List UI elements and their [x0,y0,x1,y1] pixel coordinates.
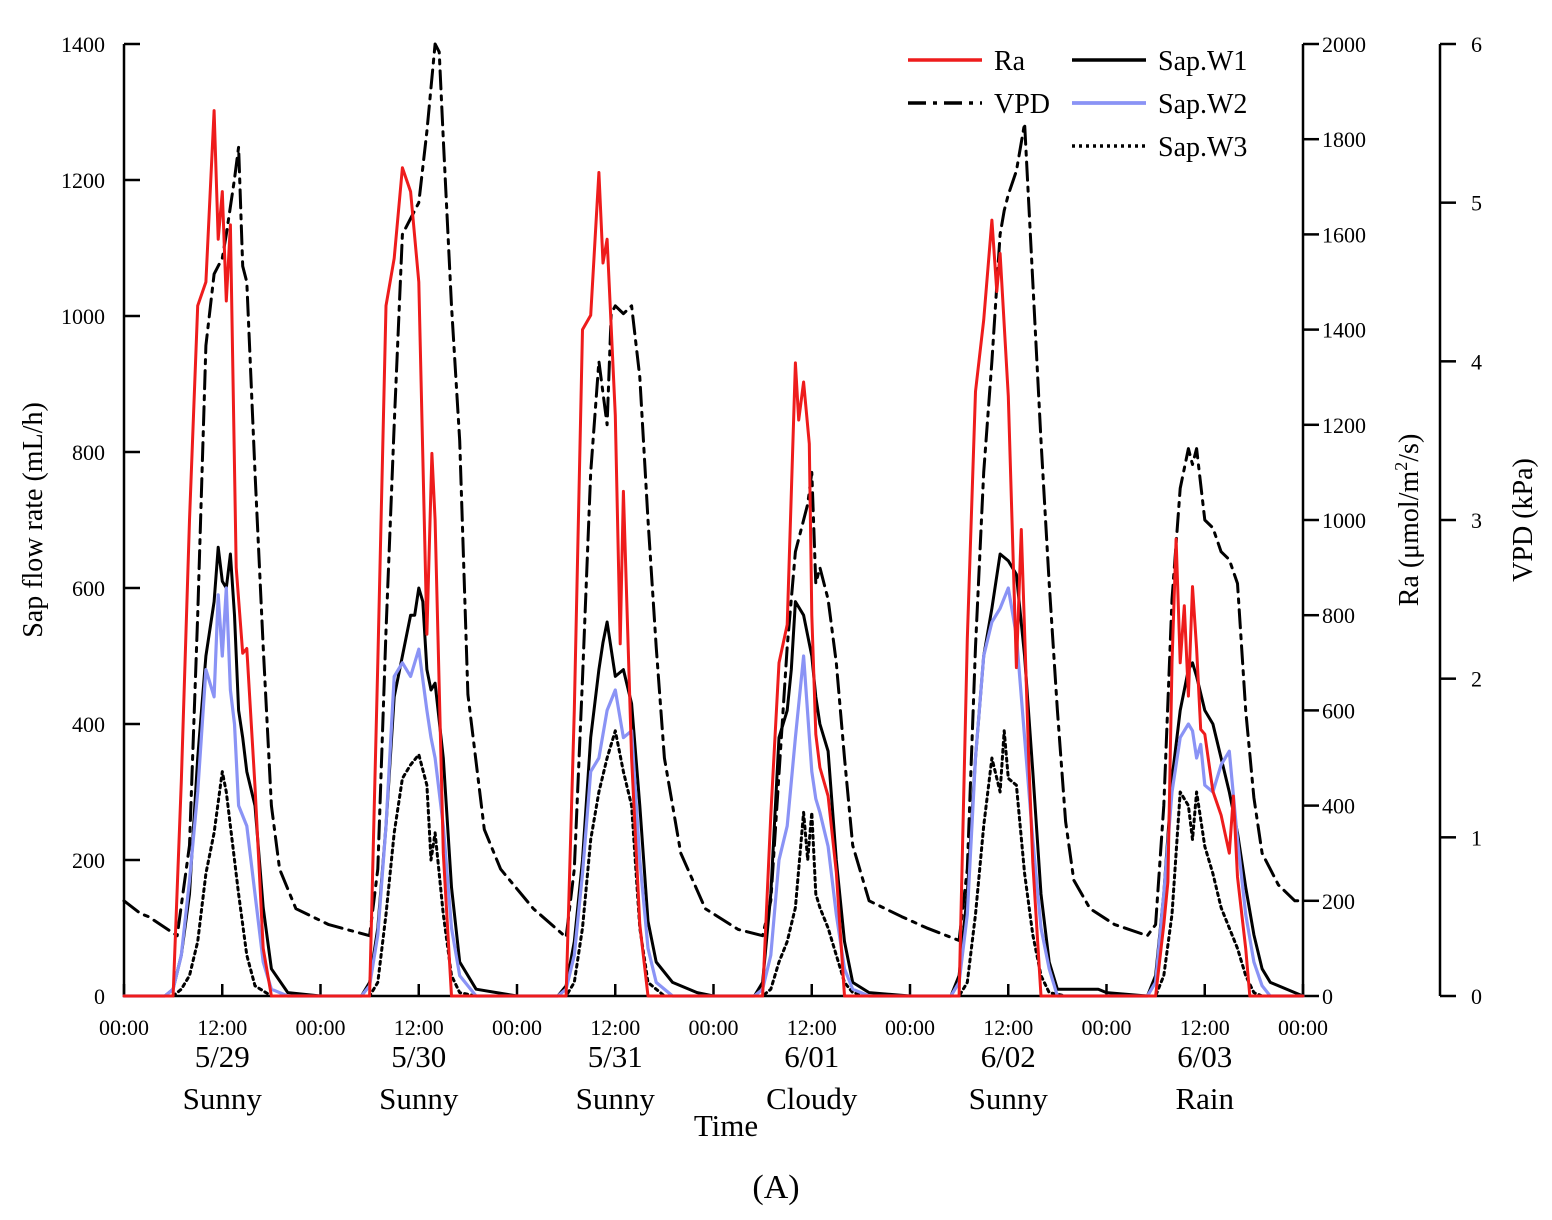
ra-axis-title-tail: /s) [1394,434,1425,462]
left-axis-tick-label: 1000 [61,304,105,329]
legend: Ra VPD Sap.W1 Sap.W2 Sap.W3 [908,46,1247,163]
series-line-sap-w3 [122,729,1305,998]
legend-label: Sap.W2 [1158,89,1247,120]
x-axis-tick-label: 00:00 [885,1015,935,1040]
legend-label: Ra [994,46,1026,77]
legend-label: Sap.W1 [1158,46,1247,77]
ra-axis-title: Ra (μmol/m2/s) [1391,434,1425,607]
x-axis-tick-label: 00:00 [295,1015,345,1040]
left-axis-tick-label: 1400 [61,32,105,57]
day-date-label: 6/01 [784,1039,839,1074]
series-line-sap-w2 [122,586,1305,998]
ra-axis-tick-label: 800 [1322,603,1355,628]
left-axis-tick-label: 800 [72,440,105,465]
x-axis-tick-label: 12:00 [394,1015,444,1040]
day-date-label: 6/03 [1177,1039,1232,1074]
ra-axis-tick-label: 1800 [1322,127,1366,152]
x-axis-tick-label: 00:00 [1278,1015,1328,1040]
vpd-axis-tick-label: 1 [1471,825,1482,850]
panel-label: (A) [752,1169,799,1206]
ra-axis-tick-label: 200 [1322,889,1355,914]
vpd-axis-tick-label: 6 [1471,32,1482,57]
ra-axis-tick-label: 1000 [1322,508,1366,533]
series-line-vpd [122,42,1305,942]
day-date-label: 5/29 [195,1039,250,1074]
day-date-label: 5/31 [588,1039,643,1074]
vpd-axis-title: VPD (kPa) [1508,458,1539,582]
left-axis-tick-label: 0 [94,984,105,1009]
day-weather-label: Sunny [183,1081,263,1116]
vpd-axis-tick-label: 5 [1471,191,1482,216]
day-weather-label: Sunny [576,1081,656,1116]
x-axis-tick-label: 12:00 [197,1015,247,1040]
ra-axis-tick-label: 600 [1322,698,1355,723]
x-axis-title: Time [694,1108,758,1143]
series-line-sap-w1 [122,545,1305,998]
x-axis-tick-label: 12:00 [983,1015,1033,1040]
day-date-label: 5/30 [391,1039,446,1074]
vpd-axis-tick-label: 4 [1471,349,1482,374]
ra-axis-tick-label: 1200 [1322,413,1366,438]
x-axis-tick-label: 12:00 [787,1015,837,1040]
vpd-axis-tick-label: 3 [1471,508,1482,533]
x-axis-tick-label: 00:00 [1081,1015,1131,1040]
left-axis-tick-label: 1200 [61,168,105,193]
legend-label: VPD [994,89,1050,120]
vpd-axis-tick-label: 2 [1471,667,1482,692]
ra-axis-tick-label: 0 [1322,984,1333,1009]
day-weather-label: Sunny [379,1081,459,1116]
ra-axis-tick-label: 1600 [1322,222,1366,247]
x-axis-tick-label: 00:00 [99,1015,149,1040]
vpd-axis-tick-label: 0 [1471,984,1482,1009]
ra-axis-tick-label: 400 [1322,794,1355,819]
left-axis-title: Sap flow rate (mL/h) [18,402,49,638]
ra-axis-tick-label: 2000 [1322,32,1366,57]
legend-label: Sap.W3 [1158,132,1247,163]
x-axis-tick-label: 00:00 [688,1015,738,1040]
series-layer [122,42,1305,998]
x-axis-tick-label: 12:00 [590,1015,640,1040]
x-axis-tick-label: 12:00 [1180,1015,1230,1040]
x-axis-tick-label: 00:00 [492,1015,542,1040]
ra-axis-title-main: Ra (μmol/m [1394,471,1425,607]
day-date-label: 6/02 [981,1039,1036,1074]
left-axis-tick-label: 200 [72,848,105,873]
day-weather-label: Rain [1175,1081,1234,1116]
series-line-ra [122,109,1305,998]
left-axis-tick-label: 400 [72,712,105,737]
ra-axis-title-sup: 2 [1391,462,1411,471]
ra-axis-tick-label: 1400 [1322,318,1366,343]
day-weather-label: Cloudy [766,1081,858,1116]
left-axis-tick-label: 600 [72,576,105,601]
day-weather-label: Sunny [969,1081,1049,1116]
